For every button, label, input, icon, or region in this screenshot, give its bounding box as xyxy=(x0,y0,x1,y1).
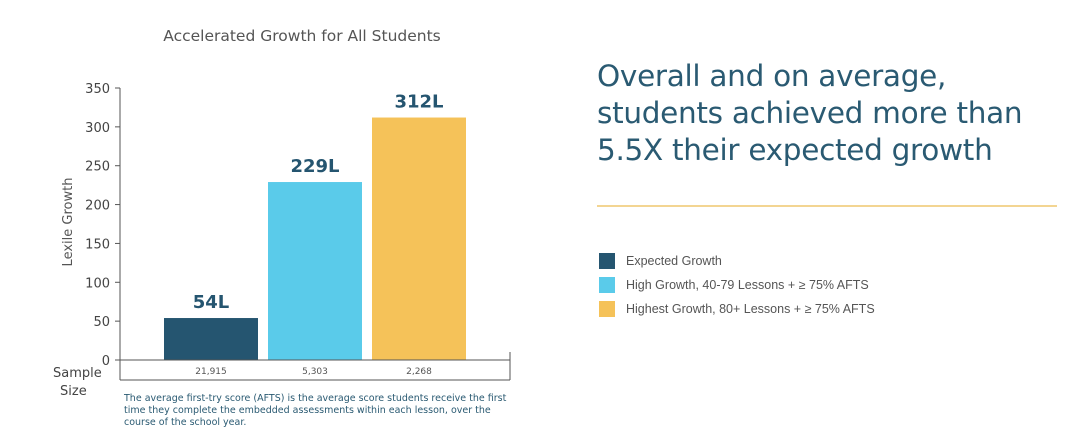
y-tick-label: 0 xyxy=(102,354,110,369)
legend-swatch-expected xyxy=(599,253,615,269)
y-tick-label: 350 xyxy=(85,82,110,97)
legend-swatch-high xyxy=(599,277,615,293)
y-tick-label: 150 xyxy=(85,237,110,252)
bar-value-label: 54L xyxy=(193,292,230,313)
legend-item-expected: Expected Growth xyxy=(599,249,875,273)
legend: Expected Growth High Growth, 40-79 Lesso… xyxy=(599,249,875,321)
bar-value-label: 229L xyxy=(290,156,339,177)
legend-item-high: High Growth, 40-79 Lessons + ≥ 75% AFTS xyxy=(599,273,875,297)
legend-item-highest: Highest Growth, 80+ Lessons + ≥ 75% AFTS xyxy=(599,297,875,321)
headline: Overall and on average, students achieve… xyxy=(597,59,1023,167)
chart-title: Accelerated Growth for All Students xyxy=(163,27,441,45)
bar-chart: Accelerated Growth for All Students Lexi… xyxy=(53,27,511,428)
y-tick-label: 300 xyxy=(85,121,110,136)
y-tick-label: 250 xyxy=(85,160,110,175)
y-tick-label: 50 xyxy=(93,315,110,330)
y-tick-label: 100 xyxy=(85,276,110,291)
divider xyxy=(597,205,1057,207)
legend-swatch-highest xyxy=(599,301,615,317)
sample-size-label: Sample Size xyxy=(53,366,106,399)
sample-size-value: 5,303 xyxy=(302,367,328,377)
footnote: The average first-try score (AFTS) is th… xyxy=(123,393,509,428)
legend-label-high: High Growth, 40-79 Lessons + ≥ 75% AFTS xyxy=(626,278,869,292)
y-axis-label: Lexile Growth xyxy=(61,178,76,267)
y-tick-label: 200 xyxy=(85,199,110,214)
bar-value-label: 312L xyxy=(394,92,443,113)
bar-2 xyxy=(372,117,466,360)
bar-1 xyxy=(268,182,362,360)
sample-size-value: 2,268 xyxy=(406,367,432,377)
bar-0 xyxy=(164,318,258,360)
legend-label-expected: Expected Growth xyxy=(626,254,722,268)
sample-size-value: 21,915 xyxy=(195,367,227,377)
legend-label-highest: Highest Growth, 80+ Lessons + ≥ 75% AFTS xyxy=(626,302,875,316)
